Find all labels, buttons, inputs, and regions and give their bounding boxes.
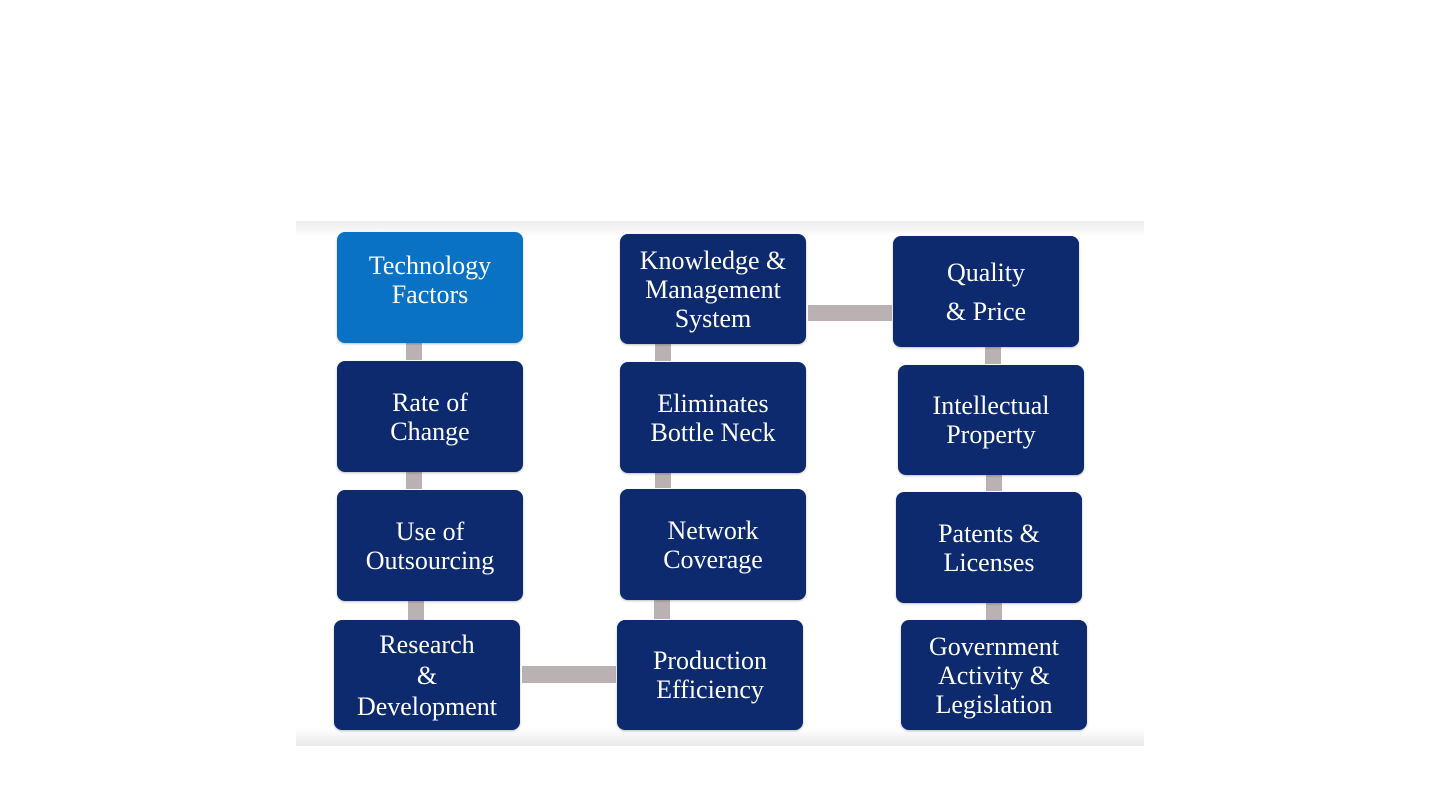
node-rate-of-change-label: Rate of Change bbox=[390, 387, 470, 446]
node-patents-licenses-label: Patents & Licenses bbox=[938, 518, 1040, 577]
node-intellectual-property: Intellectual Property bbox=[898, 365, 1084, 475]
node-quality-price-label: Quality & Price bbox=[945, 257, 1027, 326]
node-production-efficiency-label: Production Efficiency bbox=[652, 646, 768, 704]
node-technology-factors: Technology Factors bbox=[337, 232, 523, 343]
connector-quality-intellectual bbox=[985, 347, 1001, 364]
node-knowledge-management-label: Knowledge & Management System bbox=[639, 245, 787, 333]
connector-network-eliminates bbox=[655, 473, 671, 488]
node-government-activity: Government Activity & Legislation bbox=[901, 620, 1087, 730]
connector-research-production bbox=[522, 666, 616, 683]
node-technology-factors-label: Technology Factors bbox=[368, 250, 492, 309]
node-network-coverage-label: Network Coverage bbox=[663, 515, 763, 574]
node-use-of-outsourcing: Use of Outsourcing bbox=[337, 490, 523, 601]
node-research-development-label: Research & Development bbox=[356, 629, 498, 721]
connector-outsourcing-research bbox=[408, 601, 424, 620]
node-rate-of-change: Rate of Change bbox=[337, 361, 523, 472]
node-eliminates-bottle-neck: Eliminates Bottle Neck bbox=[620, 362, 806, 473]
connector-knowledge-quality bbox=[808, 305, 892, 321]
node-quality-price: Quality & Price bbox=[893, 236, 1079, 347]
connector-eliminates-knowledge bbox=[655, 344, 671, 361]
node-research-development: Research & Development bbox=[334, 620, 520, 730]
node-use-of-outsourcing-label: Use of Outsourcing bbox=[365, 516, 495, 575]
connector-patents-government bbox=[986, 603, 1002, 620]
node-network-coverage: Network Coverage bbox=[620, 489, 806, 600]
node-intellectual-property-label: Intellectual Property bbox=[932, 391, 1050, 449]
node-production-efficiency: Production Efficiency bbox=[617, 620, 803, 730]
connector-intellectual-patents bbox=[986, 475, 1002, 491]
connector-rate-outsourcing bbox=[406, 472, 422, 489]
node-eliminates-bottle-neck-label: Eliminates Bottle Neck bbox=[650, 388, 776, 447]
connector-production-network bbox=[654, 600, 670, 619]
node-knowledge-management: Knowledge & Management System bbox=[620, 234, 806, 344]
connector-tech-rate bbox=[406, 343, 422, 360]
node-patents-licenses: Patents & Licenses bbox=[896, 492, 1082, 603]
node-government-activity-label: Government Activity & Legislation bbox=[929, 631, 1059, 719]
